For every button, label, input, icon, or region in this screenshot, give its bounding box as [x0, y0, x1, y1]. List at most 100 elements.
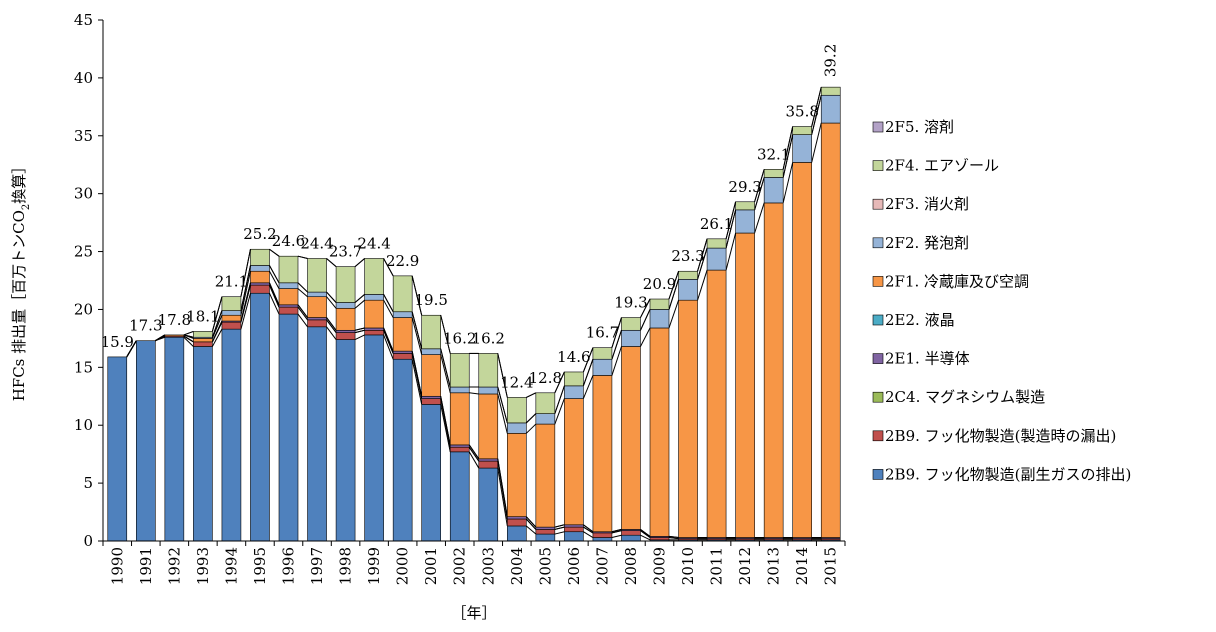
series-line [668, 279, 680, 310]
x-tick-label: 2013 [765, 547, 783, 585]
legend-label: 2B9. フッ化物製造(副生ガスの排出) [885, 465, 1131, 483]
total-label: 29.3 [728, 178, 761, 196]
series-line [525, 516, 537, 528]
series-line [211, 320, 223, 343]
bar-segment [250, 282, 270, 286]
bar-segment [421, 314, 441, 350]
series-line [297, 255, 308, 259]
x-tick-label: 2007 [593, 547, 611, 585]
bar-segment [735, 232, 755, 538]
bar-segment [478, 458, 499, 462]
bar-segment [335, 307, 356, 331]
total-label: 35.8 [785, 103, 818, 121]
bar-segment [507, 518, 527, 527]
series-line [326, 291, 337, 303]
series-line [297, 313, 308, 328]
series-line [811, 87, 822, 127]
bar-segment [250, 284, 270, 294]
bar-segment [221, 314, 242, 322]
bar-segment [392, 275, 413, 313]
x-tick-label: 1992 [165, 547, 183, 585]
series-line [240, 265, 251, 311]
series-line [211, 296, 223, 332]
series-line [640, 309, 651, 331]
bar-segment [278, 282, 299, 289]
y-label-part: HFCs 排出量［百万トンCO [10, 210, 28, 401]
bar-segment [250, 265, 270, 272]
total-label: 12.8 [529, 369, 562, 387]
series-line [354, 334, 365, 340]
series-line [326, 319, 337, 333]
series-line [383, 334, 394, 360]
series-line [782, 162, 794, 204]
bar-segment [507, 397, 527, 424]
bar-segment [564, 524, 584, 528]
total-label: 24.4 [300, 235, 333, 253]
bar-segment [136, 340, 156, 542]
series-line [611, 330, 622, 360]
total-label: 17.8 [158, 311, 191, 329]
series-line [354, 329, 365, 334]
bar-segment [649, 537, 670, 541]
bar-segment [820, 94, 841, 124]
x-tick-label: 1993 [194, 547, 212, 585]
series-line [297, 288, 308, 298]
legend-label: 2E2. 液晶 [885, 311, 955, 329]
bar-segment [449, 386, 470, 394]
bar-segment [221, 310, 242, 316]
bar-segment [621, 317, 641, 331]
x-tick-label: 2008 [622, 547, 640, 585]
series-line [697, 269, 708, 301]
bar-segment [792, 126, 812, 135]
total-label: 16.2 [443, 329, 476, 347]
series-line [640, 529, 651, 537]
series-line [525, 423, 537, 434]
x-tick-label: 2002 [451, 547, 469, 585]
bar-segment [564, 526, 584, 533]
x-tick-label: 1999 [365, 547, 383, 585]
legend-label: 2F4. エアゾール [885, 157, 999, 175]
bar-segment [478, 393, 499, 460]
bar-segment [706, 269, 727, 538]
bar-segment [193, 331, 213, 338]
bar-segment [449, 446, 470, 453]
y-label-subscript: 2 [21, 204, 32, 210]
legend-label: 2F3. 消火剤 [885, 195, 969, 213]
bar-segment [763, 169, 784, 178]
series-line [126, 340, 137, 358]
bar-segment [564, 371, 584, 387]
series-line [240, 271, 251, 316]
bar-segment [449, 353, 470, 388]
total-label: 26.1 [700, 215, 733, 233]
bar-segment [820, 122, 841, 538]
total-label: 20.9 [643, 275, 676, 293]
total-label: 22.9 [386, 252, 419, 270]
bar-segment [564, 385, 584, 399]
bar-segment [364, 327, 384, 331]
bar-segment [735, 209, 755, 234]
bar-segment [221, 321, 242, 330]
series-line [554, 524, 565, 528]
bar-segment [164, 334, 185, 337]
series-line [497, 458, 508, 517]
bar-segment [364, 258, 384, 295]
bar-segment [421, 398, 441, 405]
bar-segment [535, 392, 556, 414]
bar-segment [592, 375, 613, 533]
x-tick-label: 1997 [308, 547, 326, 585]
series-line [326, 326, 337, 340]
legend-swatch [872, 198, 884, 210]
bar-segment [193, 346, 213, 542]
bar-segment [735, 201, 755, 211]
bar-segment [478, 467, 499, 542]
series-line [497, 467, 508, 527]
legend-swatch [872, 121, 884, 133]
total-label: 12.4 [500, 373, 533, 391]
y-tick-label: 45 [74, 11, 93, 29]
total-label: 23.7 [329, 243, 362, 261]
series-line [640, 534, 651, 541]
total-label: 23.3 [671, 247, 704, 265]
total-label: 14.6 [557, 348, 590, 366]
series-line [668, 300, 680, 329]
